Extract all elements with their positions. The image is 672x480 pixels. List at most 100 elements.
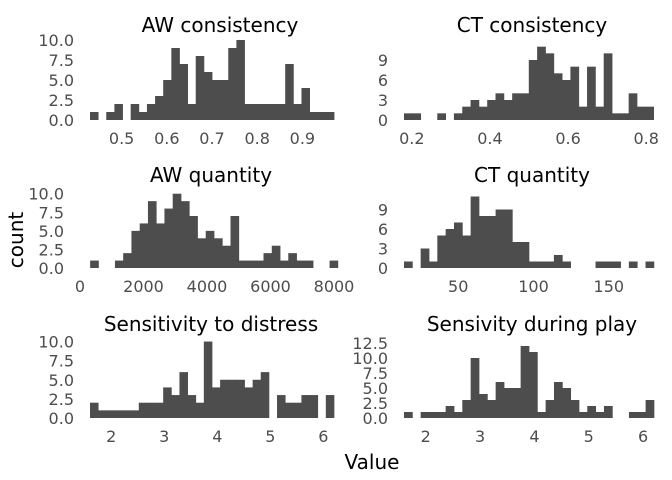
panel-title: AW consistency (142, 13, 299, 37)
histogram-bar (495, 209, 505, 268)
histogram-bar (553, 255, 563, 268)
histogram-bar (180, 201, 190, 268)
histogram-bar (131, 230, 141, 268)
histogram-bar (512, 242, 521, 268)
histogram-bar (553, 73, 563, 120)
histogram-bar (603, 53, 613, 120)
histogram-bar (404, 113, 413, 120)
histogram-bar (437, 235, 447, 268)
y-tick-label: 7.5 (39, 203, 64, 222)
y-tick-label: 10.0 (352, 349, 388, 368)
y-tick-label: 9 (378, 201, 388, 220)
histogram-bar (189, 216, 198, 268)
x-axis-label: Value (345, 450, 400, 474)
x-tick-label: 0.2 (399, 129, 424, 148)
histogram-bar (495, 93, 505, 120)
histogram-bar (260, 372, 270, 418)
histogram-bar (156, 223, 165, 268)
histogram-bar (98, 410, 107, 418)
histogram-bar (537, 46, 546, 120)
panel-bars (90, 193, 339, 268)
y-tick-label: 2.5 (49, 390, 74, 409)
y-tick-label: 12.5 (352, 334, 388, 353)
histogram-bar (247, 260, 256, 268)
histogram-bar (545, 400, 555, 418)
histogram-bar (301, 88, 310, 120)
histogram-bar (570, 66, 580, 120)
histogram-bar (238, 260, 248, 268)
histogram-bar (90, 260, 99, 268)
panel-sensivity-during-play: Sensivity during play 0.02.55.07.510.012… (352, 312, 655, 446)
x-tick-label: 0.8 (633, 129, 658, 148)
histogram-bar (628, 261, 638, 268)
panel-aw-consistency: AW consistency 0.02.55.07.510.0 0.5 0.6 0.… (38, 13, 335, 148)
histogram-bar (179, 64, 188, 120)
histogram-bar (512, 388, 522, 418)
y-tick-label: 10.0 (38, 333, 74, 352)
panel-bars (90, 40, 335, 120)
histogram-bar (578, 106, 588, 120)
y-tick-label: 7.5 (49, 352, 74, 371)
histogram-bar (487, 400, 497, 418)
x-tick-label: 0.4 (477, 129, 502, 148)
y-tick-labels: 0.02.55.07.510.0 (38, 333, 74, 428)
histogram-bar (187, 104, 197, 120)
x-tick-label: 6 (318, 427, 328, 446)
histogram-bar (528, 261, 538, 268)
histogram-bar (528, 60, 538, 120)
histogram-bar (220, 80, 229, 120)
panel-title: Sensitivity to distress (104, 312, 318, 336)
histogram-bar (412, 113, 422, 120)
x-tick-label: 2 (106, 427, 116, 446)
histogram-bar (578, 412, 588, 418)
histogram-bar (537, 412, 547, 418)
histogram-bar (562, 261, 571, 268)
histogram-bar (325, 112, 335, 120)
x-tick-label: 3 (475, 427, 485, 446)
histogram-bar (503, 209, 513, 268)
histogram-bar (562, 80, 571, 120)
histogram-bar (453, 412, 463, 418)
histogram-bar (130, 410, 140, 418)
panel-title: Sensivity during play (427, 312, 637, 336)
histogram-bar (453, 222, 463, 268)
histogram-bar (252, 104, 262, 120)
histogram-bar (317, 112, 327, 120)
panel-aw-quantity: AW quantity 0.02.55.07.510.0 0 2000 4000 60… (28, 163, 354, 296)
x-tick-labels: 0.2 0.4 0.6 0.8 (399, 129, 659, 148)
histogram-bar (645, 400, 655, 418)
x-tick-labels: 0.5 0.6 0.7 0.8 0.9 (109, 129, 315, 148)
histogram-bar (512, 93, 521, 120)
histogram-bar (462, 106, 471, 120)
histogram-bar (445, 406, 455, 418)
histogram-bar (478, 394, 488, 418)
histogram-bar (277, 104, 286, 120)
histogram-bar (470, 196, 480, 268)
y-tick-label: 0.0 (49, 409, 74, 428)
histogram-bar (106, 410, 115, 418)
histogram-bar (172, 193, 182, 268)
panel-title: AW quantity (150, 163, 272, 187)
histogram-bar (645, 261, 655, 268)
histogram-bar (603, 261, 613, 268)
histogram-bar (537, 261, 546, 268)
histogram-bar (244, 104, 254, 120)
histogram-bar (645, 106, 655, 120)
x-tick-label: 0.6 (555, 129, 580, 148)
y-tick-label: 0 (378, 259, 388, 278)
histogram-bar (470, 358, 480, 418)
histogram-bar (106, 112, 115, 120)
histogram-bar (301, 395, 310, 418)
y-tick-label: 6 (378, 71, 388, 90)
x-tick-label: 6 (638, 427, 648, 446)
histogram-bar (285, 402, 294, 418)
histogram-bar (230, 216, 240, 268)
histogram-bar (122, 410, 132, 418)
y-tick-labels: 0.02.55.07.510.0 (28, 185, 64, 278)
histogram-bar (487, 216, 497, 268)
histogram-bar (288, 253, 297, 268)
y-tick-label: 2.5 (49, 91, 74, 110)
histogram-bar (478, 106, 488, 120)
